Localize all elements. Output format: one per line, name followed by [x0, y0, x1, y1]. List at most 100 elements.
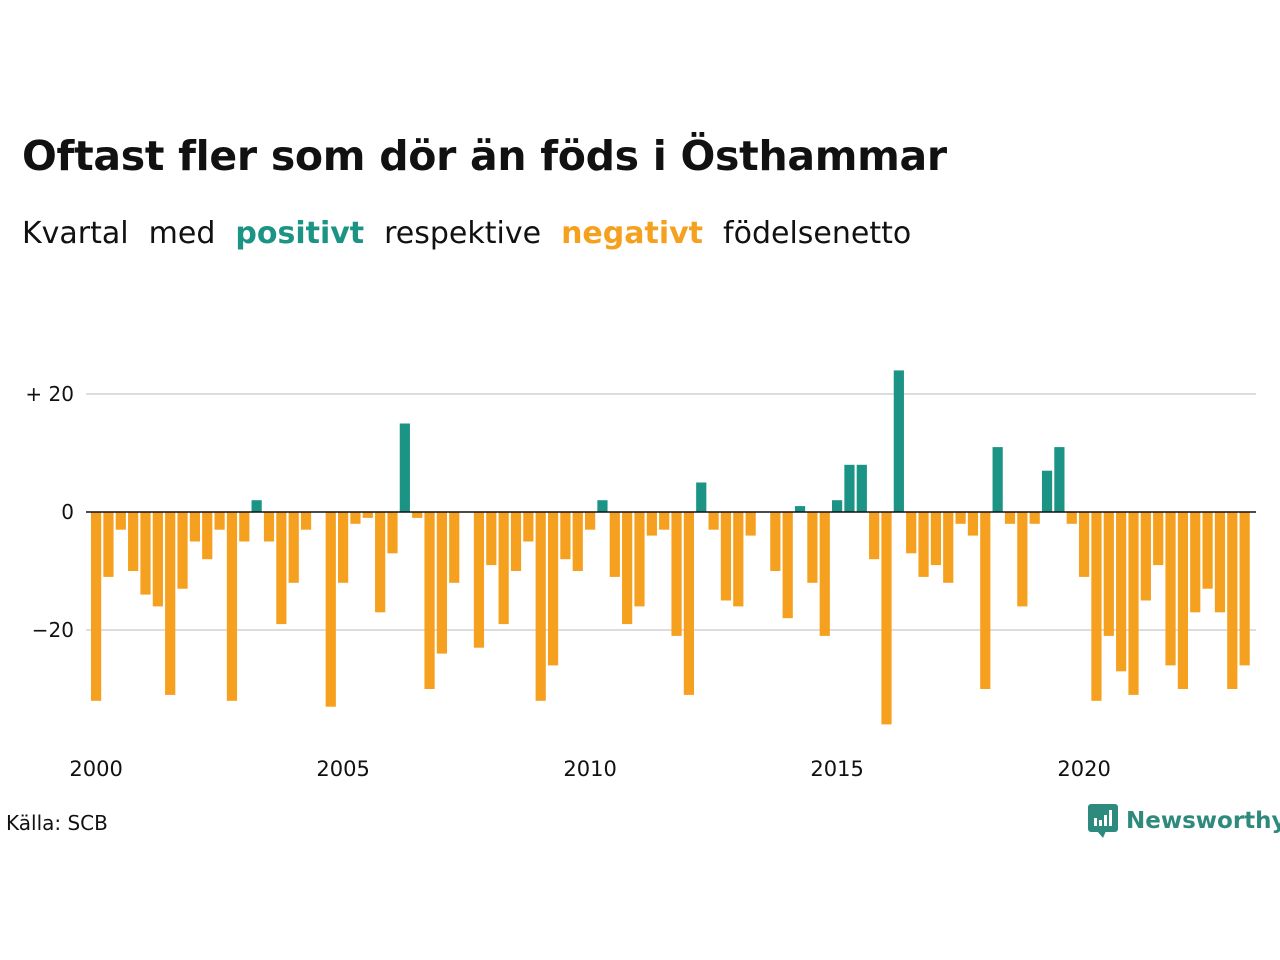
y-tick-label: −20	[32, 618, 74, 642]
subtitle-positive-label: positivt	[235, 216, 365, 251]
bar-negative	[659, 512, 670, 530]
newsworthy-brand: Newsworthy	[1088, 804, 1280, 838]
bar-negative	[510, 512, 522, 571]
y-tick-label: 0	[61, 500, 74, 524]
bar-negative	[1091, 512, 1102, 701]
bar-negative	[103, 512, 114, 577]
bar-negative	[152, 512, 163, 607]
bar-negative	[819, 512, 830, 636]
bar-negative	[1017, 512, 1028, 607]
bar-negative	[91, 512, 102, 701]
bar-negative	[239, 512, 250, 542]
bar-negative	[1066, 512, 1077, 524]
bar-negative	[523, 512, 534, 542]
bar-negative	[782, 512, 793, 619]
bar-negative	[1128, 512, 1139, 695]
bar-negative	[140, 512, 151, 595]
bar-negative	[609, 512, 620, 577]
bar-negative	[943, 512, 954, 583]
bar-chart: + 20 0 −20 2000 2005 2010 2015 2020	[25, 370, 1256, 781]
bar-negative	[1165, 512, 1176, 666]
bar-negative	[338, 512, 349, 583]
chart-subtitle: Kvartal med positivt respektive negativt föde…	[22, 216, 931, 251]
bar-negative	[202, 512, 213, 560]
bar-negative	[708, 512, 719, 530]
bar-positive	[794, 506, 806, 512]
bar-negative	[1029, 512, 1040, 524]
subtitle-word: respektive	[384, 216, 542, 251]
bar-negative	[325, 512, 336, 707]
bar-positive	[832, 500, 843, 512]
x-tick-label: 2000	[69, 757, 122, 781]
bar-negative	[214, 512, 225, 530]
bar-negative	[1116, 512, 1127, 672]
bar-negative	[646, 512, 657, 536]
bar-negative	[486, 512, 497, 566]
bar-negative	[634, 512, 645, 607]
bar-positive	[597, 500, 608, 512]
bar-negative	[906, 512, 917, 554]
bar-negative	[671, 512, 682, 636]
bar-negative	[128, 512, 139, 571]
bar-positive	[1054, 447, 1065, 512]
bar-negative	[436, 512, 447, 654]
bar-negative	[1227, 512, 1238, 689]
bar-negative	[424, 512, 435, 689]
bar-negative	[622, 512, 633, 625]
newsworthy-logo-icon	[1088, 804, 1118, 838]
bar-negative	[930, 512, 941, 566]
bar-negative	[1239, 512, 1250, 666]
bar-negative	[1140, 512, 1151, 601]
bar-negative	[226, 512, 238, 701]
bar-negative	[300, 512, 312, 530]
bar-negative	[412, 512, 423, 518]
subtitle-word: födelsenetto	[723, 216, 912, 251]
bar-negative	[881, 512, 892, 725]
subtitle-word: med	[148, 216, 216, 251]
y-tick-label: + 20	[25, 382, 74, 406]
x-tick-label: 2005	[316, 757, 369, 781]
bar-negative	[869, 512, 880, 560]
bar-negative	[498, 512, 509, 625]
bar-negative	[720, 512, 732, 601]
subtitle-word: Kvartal	[22, 216, 129, 251]
bar-negative	[955, 512, 966, 524]
bar-negative	[375, 512, 386, 613]
chart-title: Oftast fler som dör än föds i Östhammar	[22, 132, 947, 180]
bar-negative	[807, 512, 818, 583]
bar-negative	[276, 512, 287, 625]
bar-negative	[770, 512, 781, 571]
bar-negative	[560, 512, 571, 560]
bar-negative	[918, 512, 929, 577]
bar-negative	[1202, 512, 1213, 589]
bar-negative	[745, 512, 756, 536]
bar-negative	[115, 512, 126, 530]
bar-negative	[189, 512, 200, 542]
bar-negative	[288, 512, 299, 583]
bar-negative	[177, 512, 188, 589]
x-tick-label: 2020	[1057, 757, 1110, 781]
bar-positive	[844, 464, 855, 512]
bar-negative	[1153, 512, 1164, 566]
bar-negative	[449, 512, 460, 583]
bar-positive	[1041, 470, 1053, 512]
bar-negative	[165, 512, 176, 695]
bar-negative	[350, 512, 361, 524]
bar-negative	[572, 512, 583, 571]
bar-positive	[696, 482, 707, 512]
bar-positive	[893, 370, 904, 512]
bar-negative	[387, 512, 398, 554]
bar-negative	[1103, 512, 1114, 636]
bar-negative	[547, 512, 559, 666]
bar-positive	[251, 500, 262, 512]
bar-negative	[585, 512, 596, 530]
bar-positive	[992, 447, 1003, 512]
bar-negative	[683, 512, 694, 695]
bar-negative	[733, 512, 744, 607]
bar-negative	[980, 512, 991, 689]
bar-negative	[967, 512, 979, 536]
bar-negative	[1190, 512, 1201, 613]
x-tick-label: 2010	[563, 757, 616, 781]
bar-negative	[473, 512, 485, 648]
bar-negative	[263, 512, 275, 542]
